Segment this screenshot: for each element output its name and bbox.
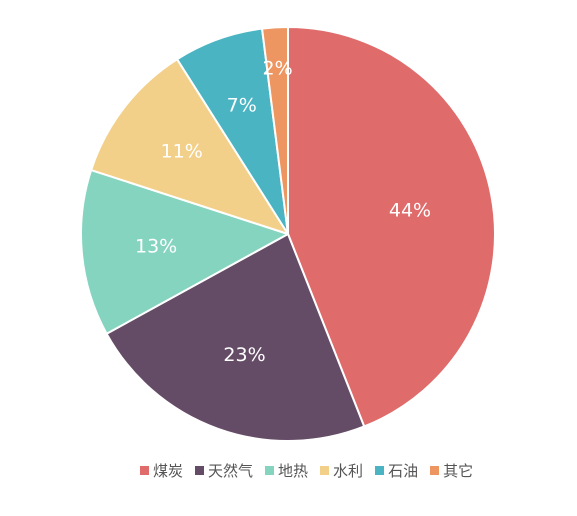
pie-data-labels: 44% 23% 13% 11% 7% 2% [135,58,431,366]
legend-label: 地热 [278,461,309,480]
chart-legend: 煤炭 天然气 地热 水利 石油 其它 [140,458,473,482]
legend-label: 其它 [443,461,474,480]
legend-item: 天然气 [195,460,253,481]
legend-label: 水利 [333,461,364,480]
legend-item: 其它 [430,460,473,481]
legend-swatch [140,465,149,475]
slice-data-label-3: 13% [135,235,177,257]
legend-item: 地热 [265,460,308,481]
legend-item: 煤炭 [140,460,183,481]
slice-data-label-1: 44% [389,200,431,222]
pie-slice-6 [261,25,289,235]
legend-item: 水利 [320,460,363,481]
legend-swatch [265,465,275,475]
legend-swatch [320,465,330,475]
slice-data-label-5: 7% [227,94,257,116]
slice-data-label-2: 23% [223,344,265,366]
pie-slice-4 [90,58,289,235]
legend-swatch [375,465,385,475]
pie-slice-2 [105,233,366,442]
pie-slice-3 [80,169,289,335]
pie-slice-1 [287,26,496,428]
legend-swatch [430,465,440,475]
legend-label: 石油 [388,461,419,480]
slice-data-label-4: 11% [161,141,203,163]
legend-swatch [195,465,205,475]
legend-label: 煤炭 [153,461,184,480]
pie-slices [80,25,496,442]
legend-label: 天然气 [208,461,254,480]
legend-item: 石油 [375,460,418,481]
slice-data-label-6: 2% [263,58,293,80]
